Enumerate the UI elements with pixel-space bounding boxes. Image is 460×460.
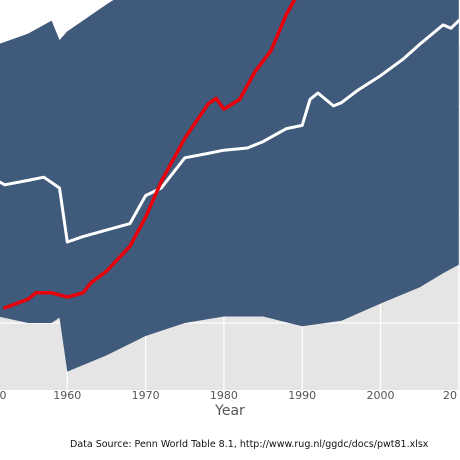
series-line-white xyxy=(0,19,460,244)
x-axis-ticks: 0 1960 1970 1980 1990 2000 20 xyxy=(0,389,457,402)
x-tick-label: 2000 xyxy=(367,389,395,402)
x-tick-label: 1970 xyxy=(132,389,160,402)
x-tick-label: 1960 xyxy=(53,389,81,402)
x-tick-label: 20 xyxy=(443,389,457,402)
x-tick-label: 1980 xyxy=(210,389,238,402)
x-axis-label: Year xyxy=(215,403,245,419)
x-tick-label: 1990 xyxy=(288,389,316,402)
income-range-band xyxy=(0,0,459,372)
series-line-red xyxy=(2,0,297,310)
x-tick-label: 0 xyxy=(0,389,7,402)
series-lines xyxy=(0,0,460,310)
data-source-note: Data Source: Penn World Table 8.1, http:… xyxy=(70,439,429,450)
